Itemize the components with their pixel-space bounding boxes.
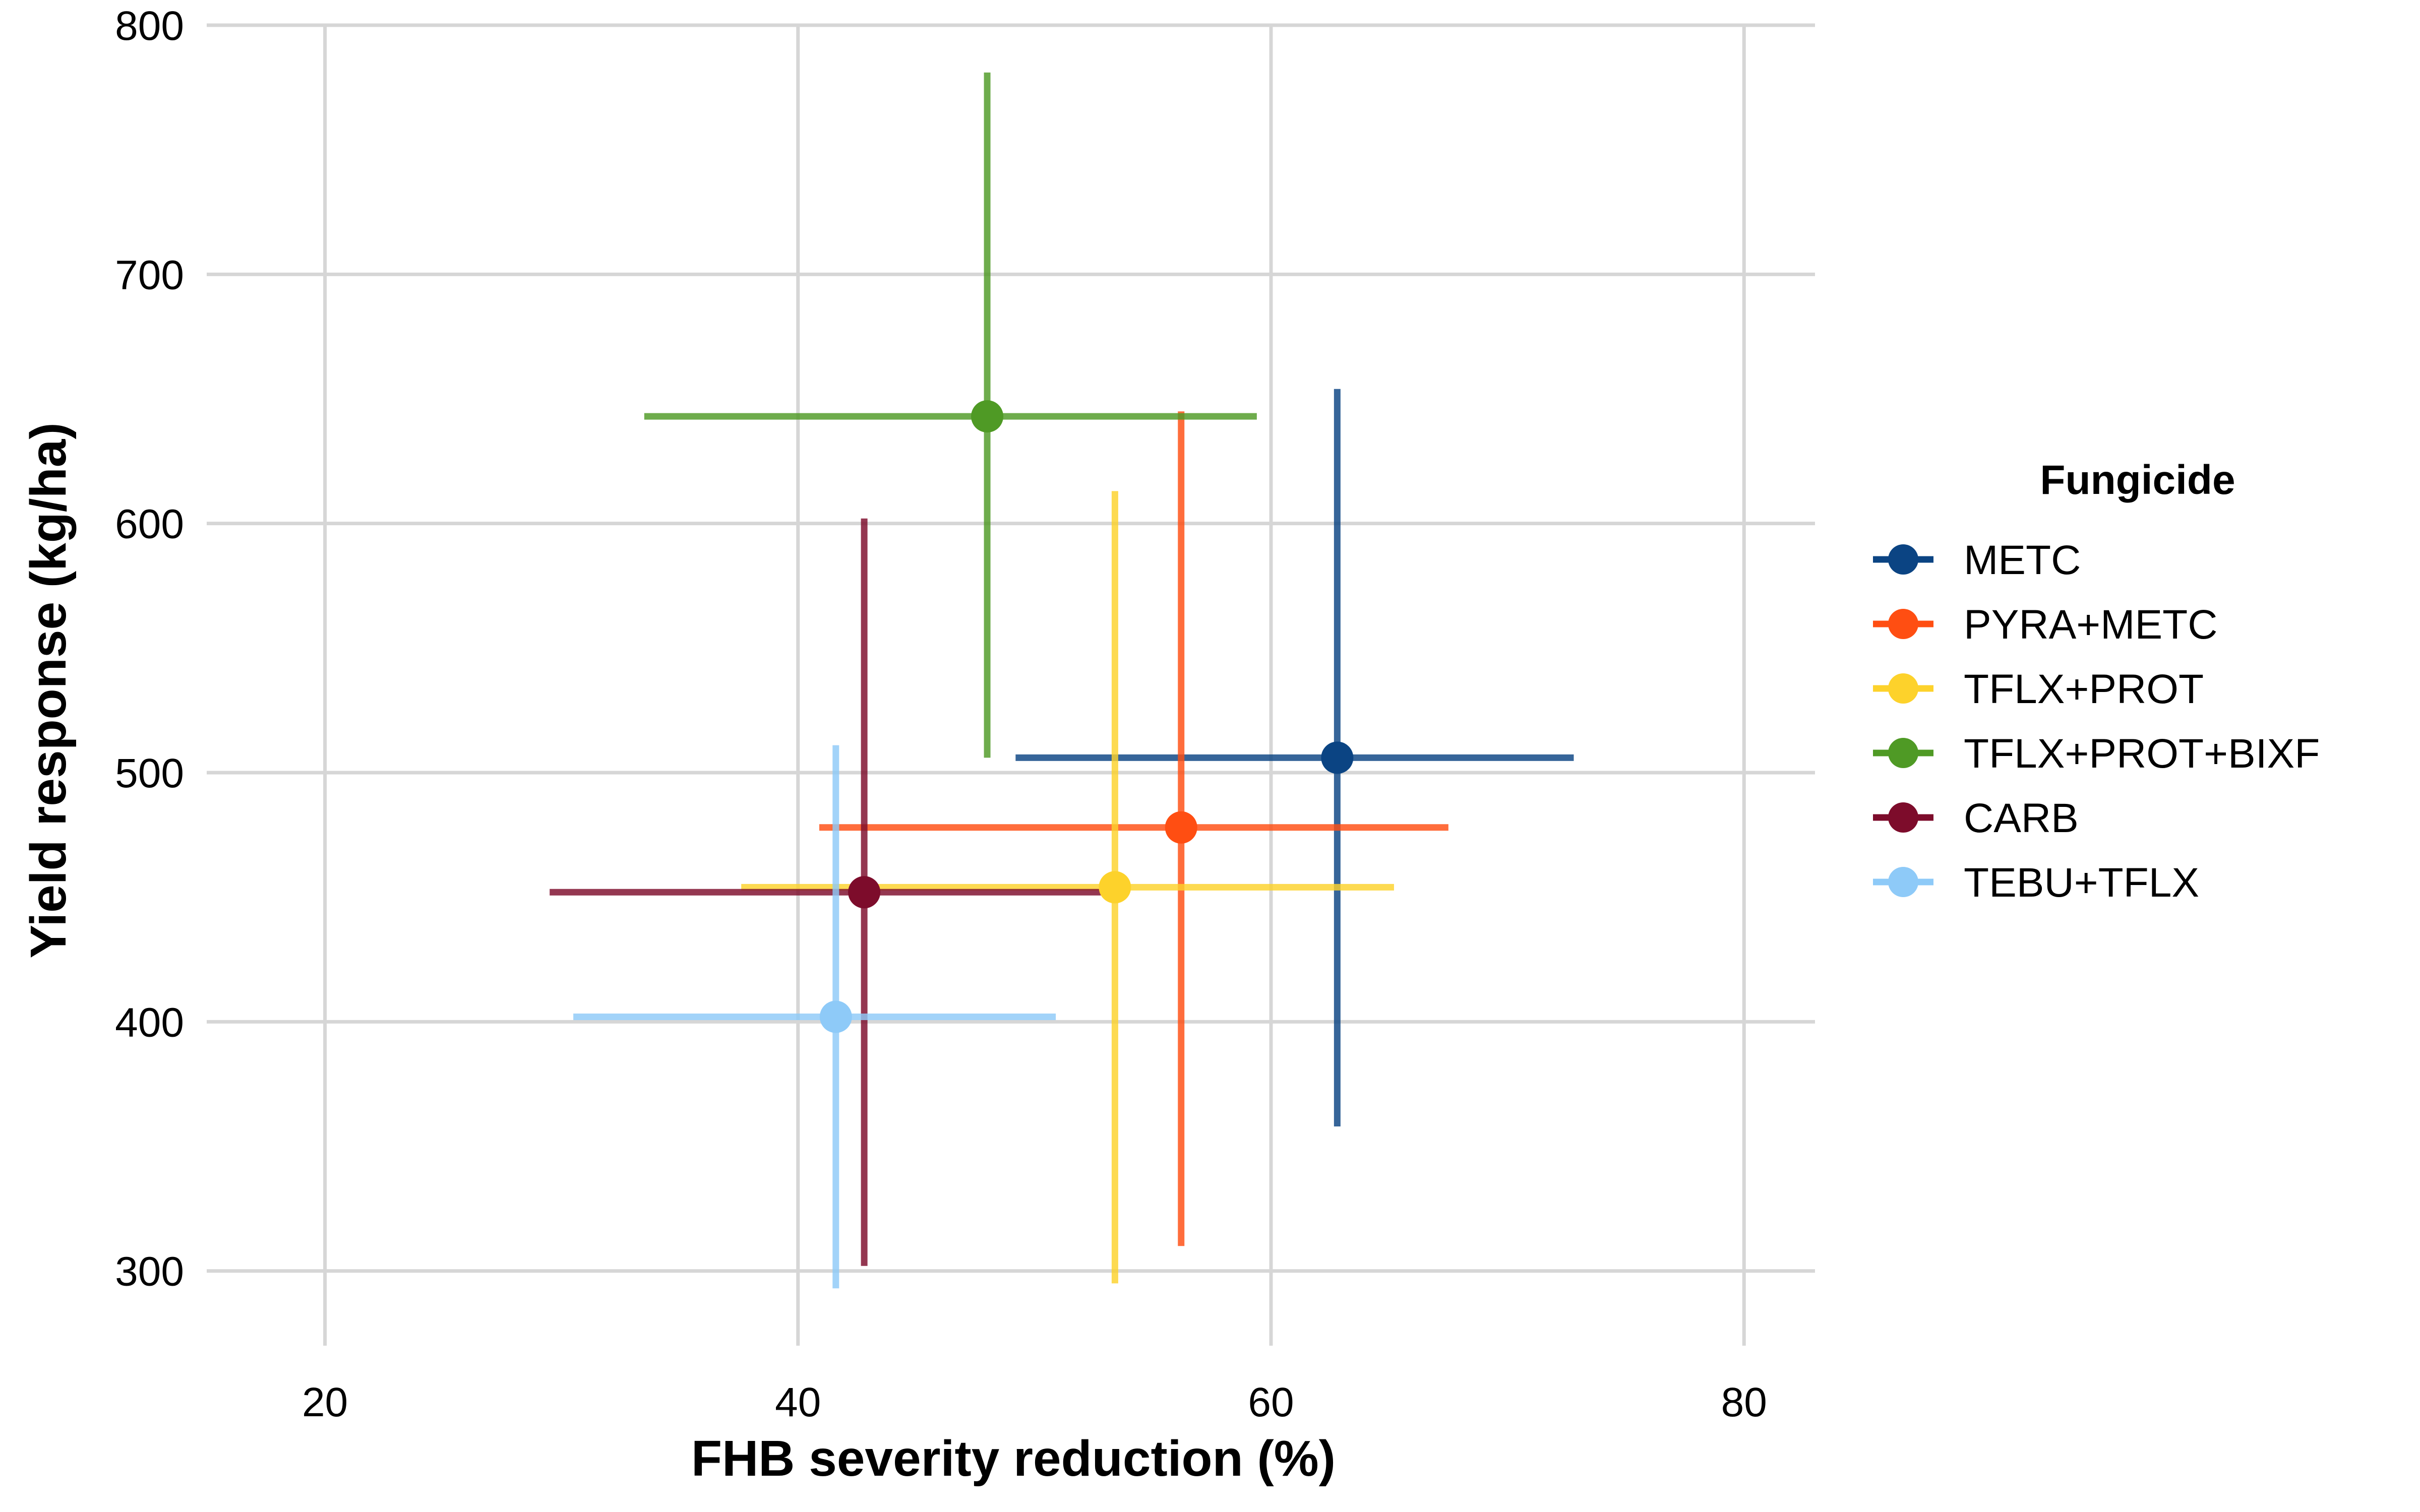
legend-key-point [1888, 544, 1918, 575]
point-carb [848, 876, 881, 909]
x-tick-label: 80 [1721, 1379, 1767, 1425]
y-tick-label: 400 [115, 999, 184, 1045]
y-tick-label: 700 [115, 252, 184, 298]
x-tick-label: 40 [775, 1379, 821, 1425]
point-metc [1321, 741, 1354, 774]
x-tick-label: 60 [1248, 1379, 1294, 1425]
legend-title: Fungicide [2040, 457, 2235, 503]
legend-label: PYRA+METC [1964, 602, 2218, 648]
legend-key-point [1888, 609, 1918, 639]
legend-item-tebu-tflx: TEBU+TFLX [1873, 860, 2199, 906]
legend-item-metc: METC [1873, 537, 2081, 583]
x-axis-title: FHB severity reduction (%) [691, 1430, 1336, 1487]
point-pyra-metc [1165, 811, 1197, 844]
legend-key-point [1888, 673, 1918, 704]
legend-label: TEBU+TFLX [1964, 860, 2199, 906]
legend-key-point [1888, 867, 1918, 897]
grid-lines [207, 23, 1815, 1346]
point-tflx-prot [1099, 871, 1131, 904]
point-tflx-prot-bixf [971, 400, 1004, 433]
legend-key-point [1888, 738, 1918, 768]
legend-label: TFLX+PROT+BIXF [1964, 731, 2320, 777]
legend-label: TFLX+PROT [1964, 666, 2204, 712]
point-tebu-tflx [819, 1000, 852, 1033]
data-points [819, 400, 1354, 1033]
legend-key-point [1888, 802, 1918, 833]
legend-item-carb: CARB [1873, 795, 2079, 841]
legend: Fungicide METC PYRA+METC TFLX+PROT TFLX+PRO… [1873, 457, 2320, 906]
legend-item-pyra-metc: PYRA+METC [1873, 602, 2218, 648]
y-tick-label: 600 [115, 501, 184, 547]
legend-label: CARB [1964, 795, 2079, 841]
legend-item-tflx-prot: TFLX+PROT [1873, 666, 2204, 712]
legend-item-tflx-prot-bixf: TFLX+PROT+BIXF [1873, 731, 2320, 777]
y-tick-label: 800 [115, 3, 184, 49]
tick-labels: 20 40 60 80 300 400 500 600 700 800 [115, 3, 1767, 1425]
y-axis-title: Yield response (kg/ha) [20, 422, 77, 958]
y-tick-label: 300 [115, 1249, 184, 1295]
x-tick-label: 20 [302, 1379, 348, 1425]
y-tick-label: 500 [115, 750, 184, 796]
legend-label: METC [1964, 537, 2081, 583]
